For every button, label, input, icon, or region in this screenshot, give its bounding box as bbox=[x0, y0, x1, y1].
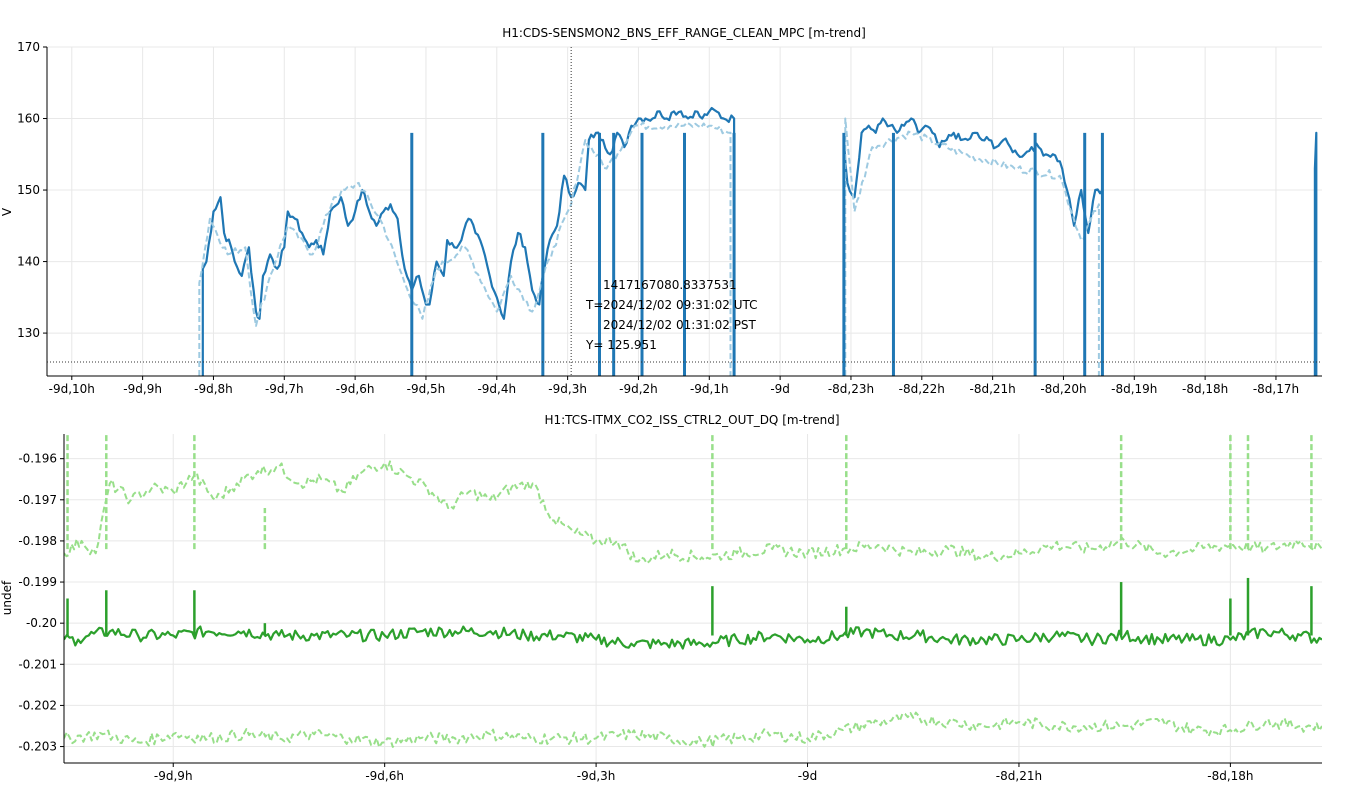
x-tick-label: -9d,2h bbox=[619, 382, 658, 396]
x-tick-label: -9d,4h bbox=[477, 382, 516, 396]
x-tick-label: -8d,21h bbox=[996, 769, 1042, 783]
cursor-y-value: Y= 125.951 bbox=[585, 338, 657, 352]
cursor-t-prefix: T= bbox=[585, 298, 603, 312]
x-tick-label: -9d,7h bbox=[265, 382, 304, 396]
max-series-line bbox=[64, 460, 1322, 565]
y-tick-label: -0.199 bbox=[18, 575, 57, 589]
series-line bbox=[198, 121, 732, 376]
bottom-axes: -9d,9h -9d,6h -9d,3h -9d -8d,21h -8d,18h -0.19… bbox=[18, 434, 1322, 783]
min-series-line bbox=[64, 711, 1322, 749]
x-tick-label: -9d,10h bbox=[49, 382, 95, 396]
bottom-panel[interactable]: H1:TCS-ITMX_CO2_ISS_CTRL2_OUT_DQ [m-tren… bbox=[0, 413, 1322, 783]
x-tick-label: -9d,8h bbox=[194, 382, 233, 396]
bottom-panel-title: H1:TCS-ITMX_CO2_ISS_CTRL2_OUT_DQ [m-tren… bbox=[544, 413, 839, 427]
x-tick-label: -9d,9h bbox=[123, 382, 162, 396]
cursor-gps-time: 1417167080.8337531 bbox=[603, 278, 737, 292]
bottom-y-axis-label: undef bbox=[0, 580, 14, 615]
series-line bbox=[201, 106, 736, 376]
x-tick-label: -9d bbox=[798, 769, 818, 783]
x-tick-label: -8d,23h bbox=[828, 382, 874, 396]
top-y-axis-label: V bbox=[0, 207, 14, 216]
series-group bbox=[198, 106, 1318, 376]
y-tick-label: 160 bbox=[17, 112, 40, 126]
series-line bbox=[842, 117, 1104, 376]
top-panel[interactable]: H1:CDS-SENSMON2_BNS_EFF_RANGE_CLEAN_MPC … bbox=[0, 26, 1322, 396]
y-tick-label: -0.196 bbox=[18, 452, 57, 466]
y-tick-label: -0.203 bbox=[18, 740, 57, 754]
y-tick-label: 140 bbox=[17, 255, 40, 269]
top-panel-title: H1:CDS-SENSMON2_BNS_EFF_RANGE_CLEAN_MPC … bbox=[502, 26, 866, 40]
y-tick-label: -0.197 bbox=[18, 493, 57, 507]
series-line bbox=[1313, 131, 1318, 376]
x-tick-label: -9d,5h bbox=[407, 382, 446, 396]
top-axes: -9d,10h -9d,9h -9d,8h -9d,7h -9d,6h -9d,5h -9d… bbox=[17, 40, 1322, 396]
mean-series-line bbox=[64, 625, 1322, 650]
crosshair-cursor: 1417167080.8337531 T= 2024/12/02 09:31:0… bbox=[47, 47, 1322, 376]
bottom-grid bbox=[64, 434, 1322, 763]
y-tick-label: -0.201 bbox=[18, 657, 57, 671]
x-tick-label: -8d,17h bbox=[1253, 382, 1299, 396]
cursor-pst-time: 2024/12/02 01:31:02 PST bbox=[603, 318, 757, 332]
x-tick-label: -8d,19h bbox=[1111, 382, 1157, 396]
y-tick-label: 130 bbox=[17, 326, 40, 340]
x-tick-label: -8d,21h bbox=[969, 382, 1015, 396]
x-tick-label: -8d,18h bbox=[1207, 769, 1253, 783]
series-group bbox=[64, 434, 1322, 749]
x-tick-label: -9d,6h bbox=[365, 769, 404, 783]
series-line bbox=[844, 117, 1100, 376]
y-tick-label: -0.198 bbox=[18, 534, 57, 548]
y-tick-label: 170 bbox=[17, 40, 40, 54]
x-tick-label: -9d,9h bbox=[154, 769, 193, 783]
y-tick-label: -0.202 bbox=[18, 698, 57, 712]
x-tick-label: -9d,1h bbox=[690, 382, 729, 396]
x-tick-label: -8d,22h bbox=[899, 382, 945, 396]
bottom-series bbox=[64, 434, 1322, 749]
x-tick-label: -9d,6h bbox=[336, 382, 375, 396]
x-tick-label: -9d,3h bbox=[548, 382, 587, 396]
top-grid bbox=[47, 46, 1322, 376]
x-tick-label: -8d,20h bbox=[1040, 382, 1086, 396]
y-tick-label: 150 bbox=[17, 183, 40, 197]
top-series bbox=[198, 106, 1318, 376]
x-tick-label: -9d bbox=[770, 382, 790, 396]
cursor-utc-time: 2024/12/02 09:31:02 UTC bbox=[603, 298, 757, 312]
x-tick-label: -8d,18h bbox=[1182, 382, 1228, 396]
y-tick-label: -0.20 bbox=[26, 616, 57, 630]
x-tick-label: -9d,3h bbox=[577, 769, 616, 783]
